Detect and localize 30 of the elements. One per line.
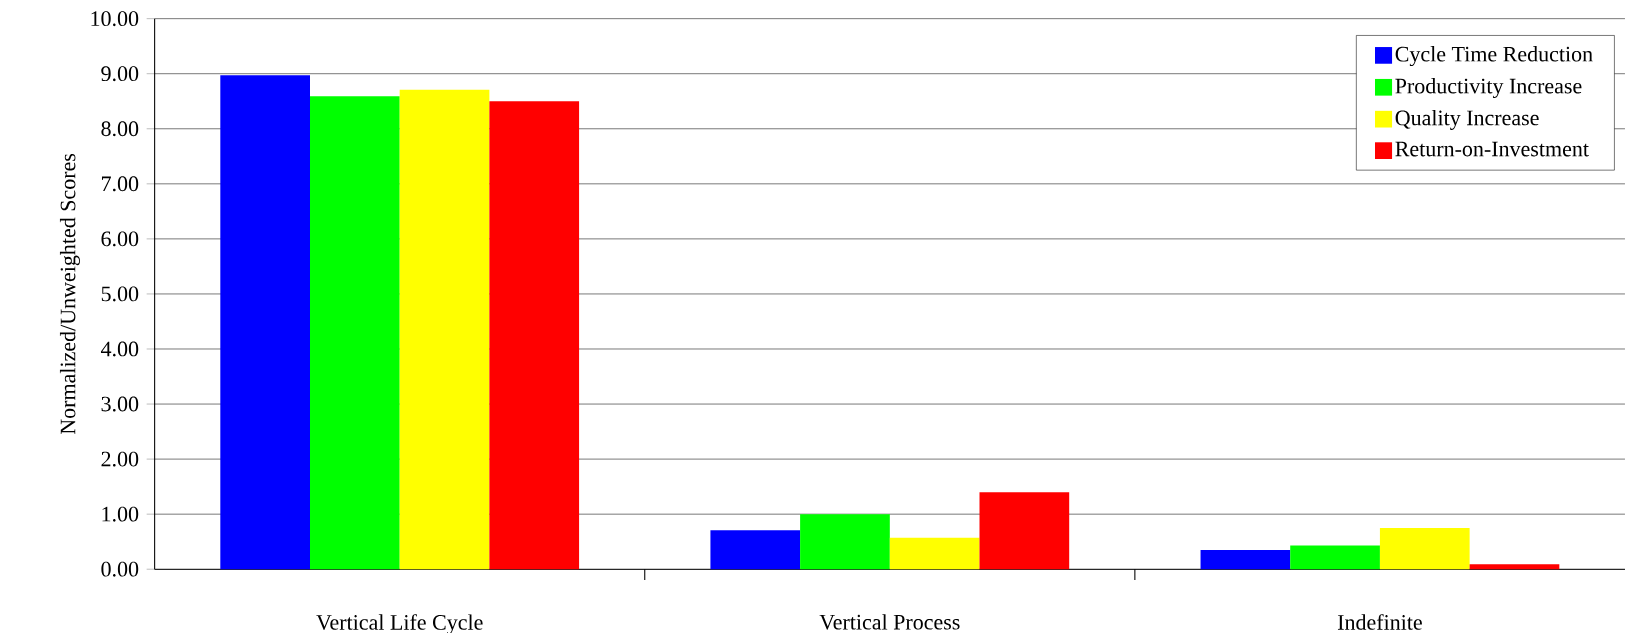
bar [1379,527,1470,570]
y-tick-label: 7.00 [101,176,139,192]
y-tick-label: 5.00 [101,286,139,302]
y-axis-title: Normalized/Unweighted Scores [59,153,80,435]
y-tick-label: 3.00 [101,396,139,412]
bar [1200,549,1291,570]
legend-label: Quality Increase [1395,109,1539,130]
bar [1290,545,1380,570]
bar [979,492,1070,570]
y-tick-label: 2.00 [101,451,139,467]
y-tick-label: 6.00 [101,231,139,247]
y-tick-label: 4.00 [100,341,139,357]
bar [489,101,580,570]
legend-label: Return-on-Investment [1395,141,1589,157]
bar [399,89,490,570]
legend-label: Productivity Increase [1395,77,1582,98]
bar [220,75,310,570]
bar [800,514,890,570]
y-tick-label: 9.00 [101,66,139,82]
bar [310,96,400,570]
y-tick-label: 1.00 [102,506,139,522]
legend-label: Cycle Time Reduction [1395,46,1593,67]
x-tick-label: Vertical Process [819,614,960,630]
y-tick-label: 10.00 [91,11,139,27]
y-tick-label: 0.00 [101,561,139,577]
bar [1469,564,1560,570]
bar [889,537,980,570]
x-tick-label: Indefinite [1337,614,1422,630]
bar [710,530,801,570]
y-tick-label: 8.00 [101,121,139,137]
